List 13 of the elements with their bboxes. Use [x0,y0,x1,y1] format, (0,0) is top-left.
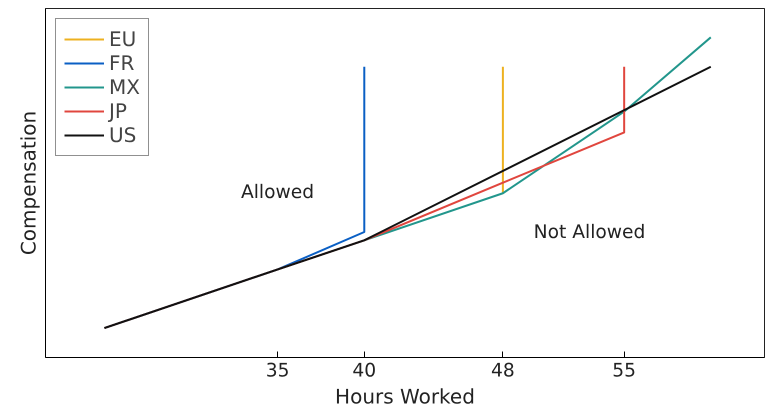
annotation: Not Allowed [534,222,646,243]
legend-label: JP [109,99,128,123]
legend-label: FR [109,51,134,75]
legend-label: MX [109,75,140,99]
y-axis-title: Compensation [16,110,40,256]
annotation: Allowed [240,182,314,203]
legend-label: US [109,123,136,147]
legend-label: EU [109,27,136,51]
x-tick-label: 40 [352,360,376,382]
x-tick-label: 48 [491,360,515,382]
x-tick-label: 35 [266,360,290,382]
x-tick-label: 55 [612,360,636,382]
x-axis-title: Hours Worked [335,384,475,408]
